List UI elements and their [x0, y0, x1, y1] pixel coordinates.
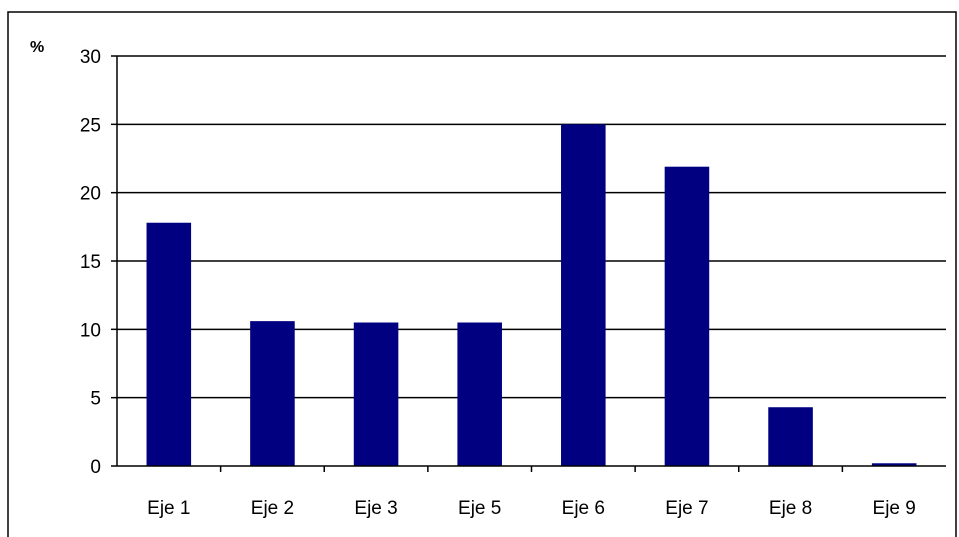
bar-eje-9	[871, 463, 917, 466]
y-tick-label: 15	[80, 252, 101, 273]
bar-eje-8	[768, 407, 813, 466]
y-tick-label: 0	[90, 457, 101, 478]
y-tick-label: 10	[80, 320, 101, 341]
y-axis-unit-label: %	[30, 39, 44, 56]
x-tick-label: Eje 9	[873, 498, 916, 519]
y-tick-labels: 0 5 10 15 20 25 30	[80, 47, 117, 478]
y-tick-label: 5	[90, 389, 101, 410]
x-tick-label: Eje 1	[147, 498, 190, 519]
x-tick-label: Eje 7	[665, 498, 708, 519]
x-tick-label: Eje 5	[458, 498, 501, 519]
y-tick-label: 30	[80, 47, 101, 68]
x-tick-labels: Eje 1 Eje 2 Eje 3 Eje 5 Eje 6 Eje 7 Eje 8 Eje 9	[147, 466, 916, 519]
bar-eje-1	[146, 222, 192, 466]
y-tick-label: 25	[80, 115, 101, 136]
bar-eje-7	[664, 166, 710, 466]
x-tick-label: Eje 2	[251, 498, 294, 519]
y-tick-label: 20	[80, 184, 101, 205]
bars	[146, 124, 917, 466]
bar-eje-2	[250, 321, 295, 466]
bar-eje-3	[353, 322, 399, 466]
x-tick-label: Eje 8	[769, 498, 812, 519]
bar-eje-6	[561, 124, 606, 466]
bar-eje-5	[457, 322, 502, 466]
x-tick-label: Eje 6	[562, 498, 605, 519]
x-tick-label: Eje 3	[354, 498, 397, 519]
